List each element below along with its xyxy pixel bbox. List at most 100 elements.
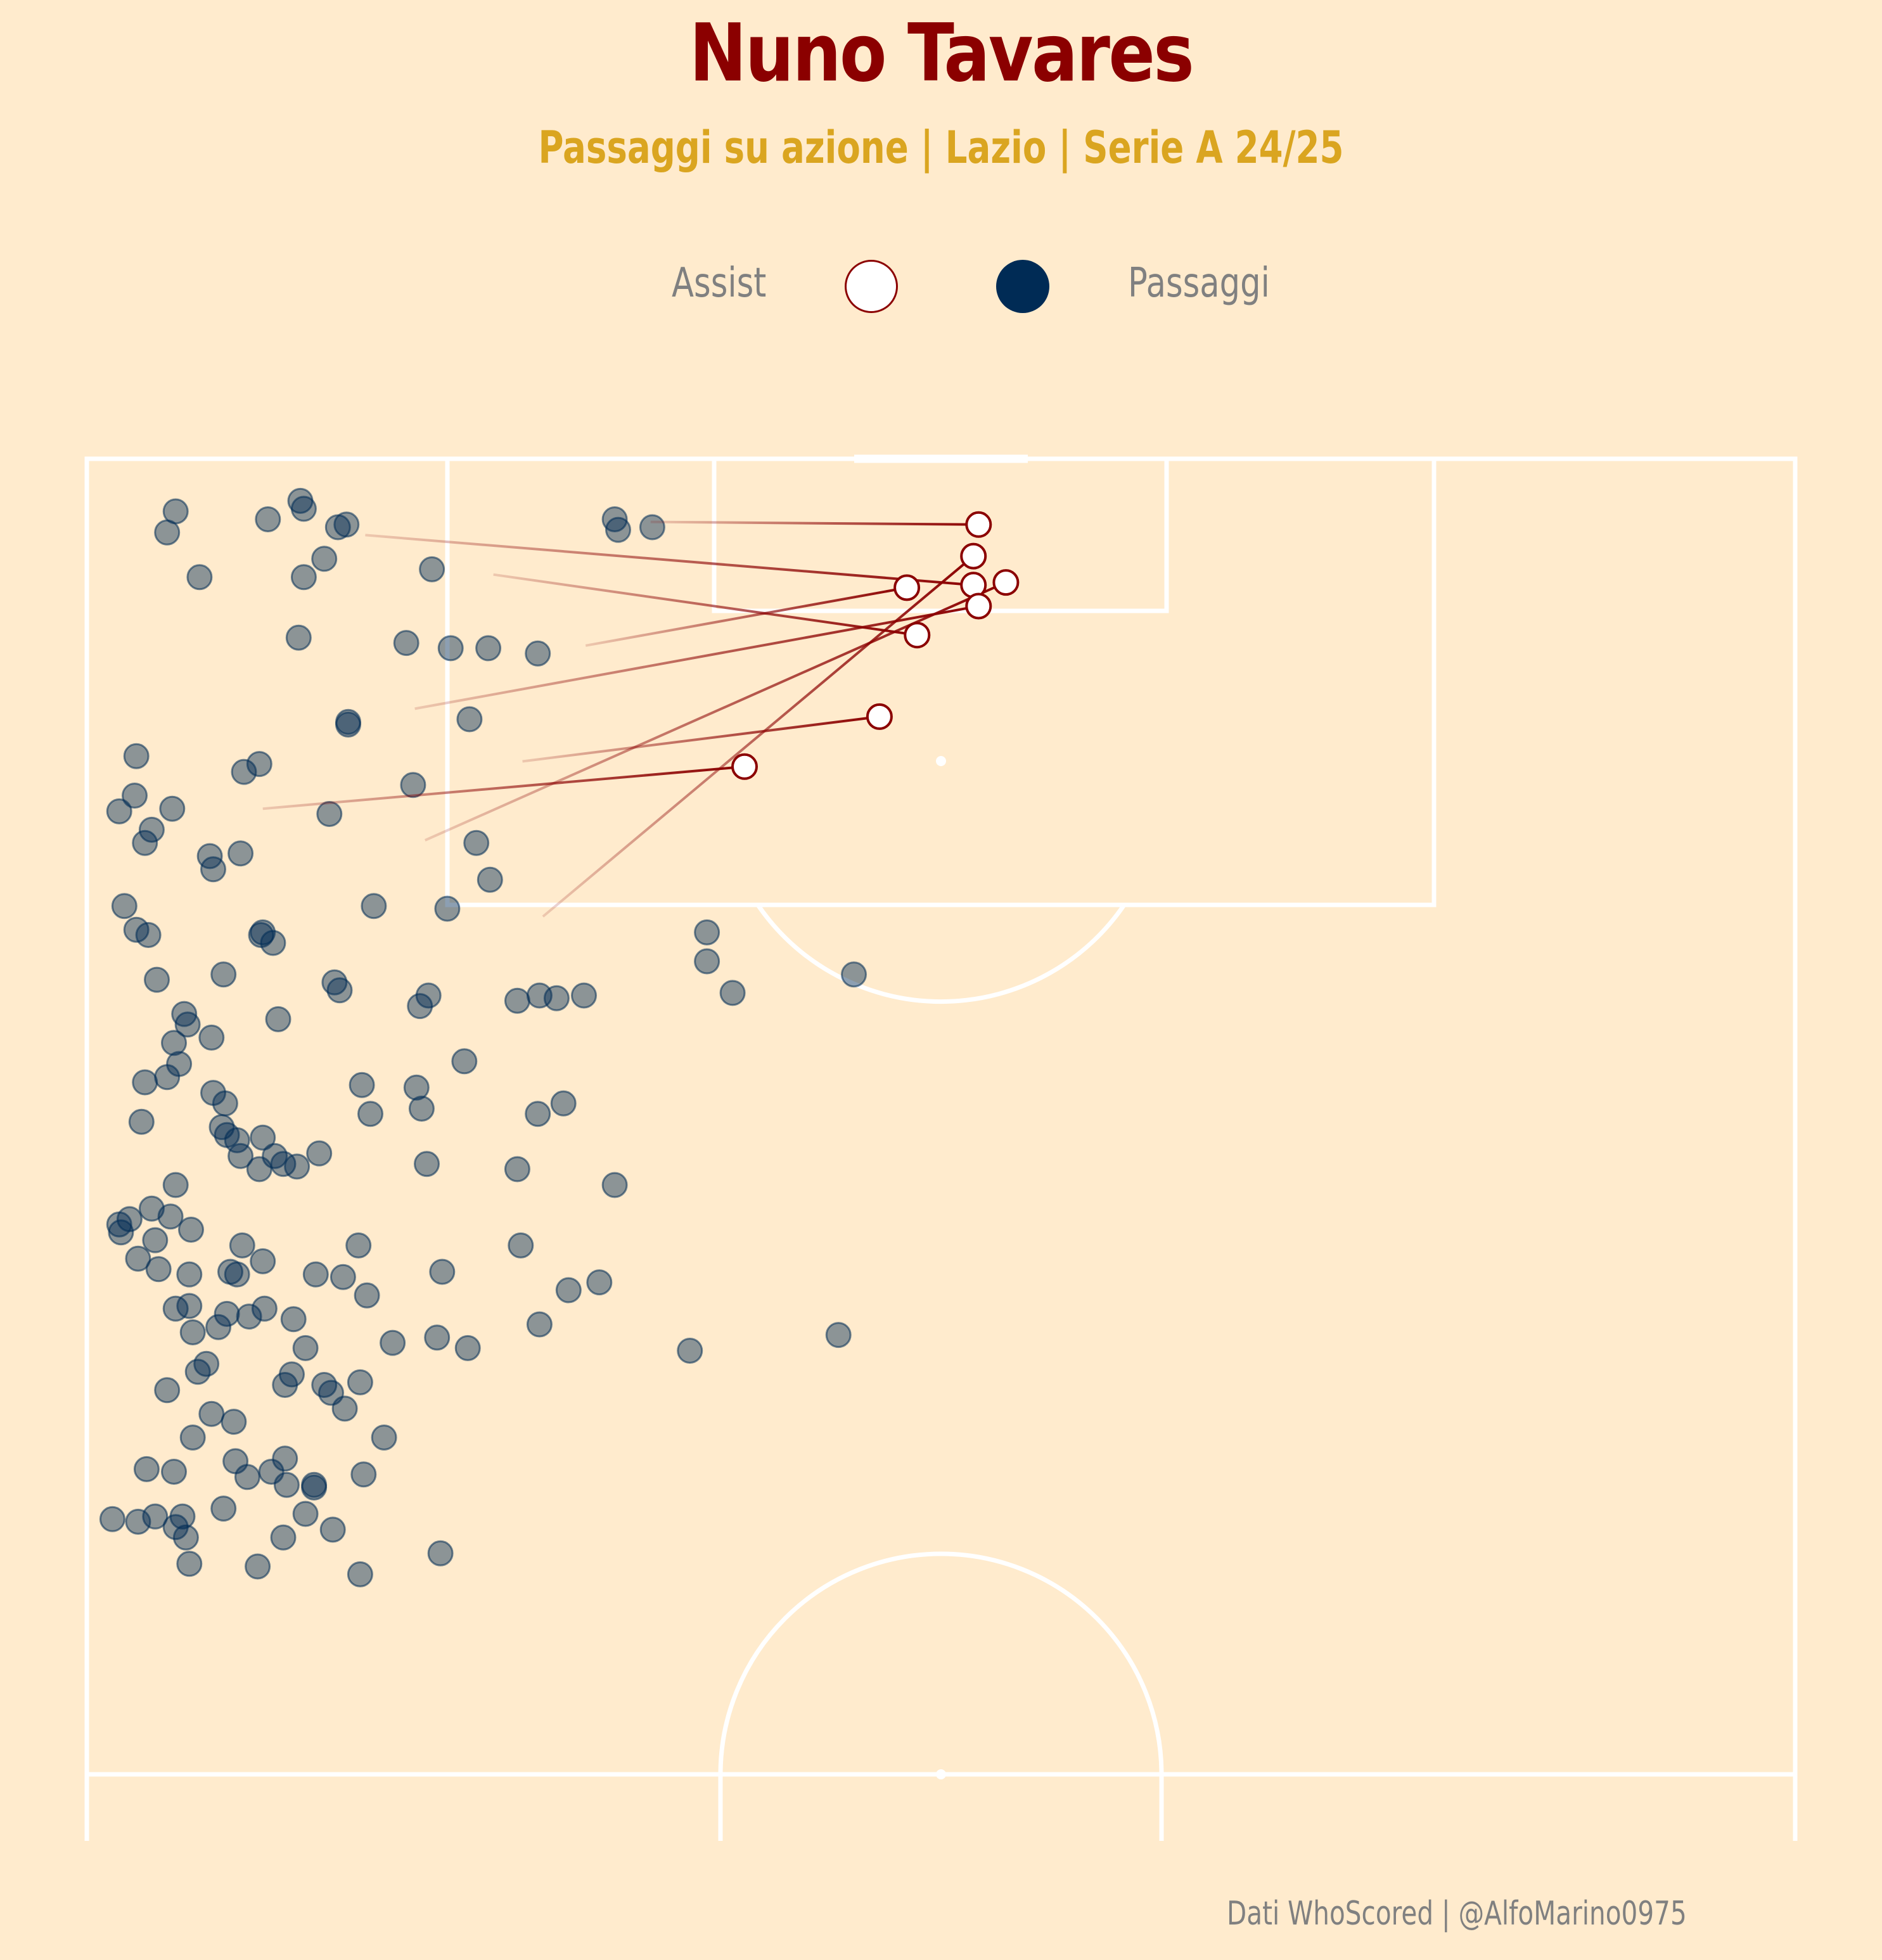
assist-point	[965, 592, 992, 620]
pass-point	[272, 1445, 298, 1472]
pass-point	[210, 961, 237, 988]
pass-point	[451, 1048, 478, 1075]
pass-point	[132, 829, 158, 856]
legend-marker-assist	[845, 260, 898, 313]
legend-marker-passaggi	[996, 260, 1049, 313]
pass-point	[403, 1074, 430, 1101]
pass-point	[586, 1269, 613, 1296]
pass-point	[250, 1124, 276, 1151]
pass-point	[273, 1471, 300, 1498]
pass-point	[144, 966, 170, 993]
pass-point	[245, 1553, 271, 1580]
pass-point	[125, 1245, 151, 1272]
pass-point	[184, 1359, 211, 1385]
pass-point	[350, 1461, 377, 1488]
assist-point	[960, 542, 987, 570]
pass-point	[161, 1459, 187, 1485]
pass-point	[525, 640, 551, 667]
pass-point	[345, 1232, 372, 1259]
pass-point	[330, 1264, 356, 1290]
assist-line	[493, 573, 918, 637]
pass-point	[154, 1064, 181, 1091]
assist-point	[866, 703, 893, 730]
pass-point	[125, 1508, 151, 1535]
pitch-lines	[84, 454, 1798, 1841]
pass-point	[326, 977, 353, 1004]
pass-point	[246, 751, 272, 778]
pass-point	[122, 783, 148, 809]
six-yard-box	[712, 456, 1169, 613]
pass-point	[424, 1324, 451, 1351]
pass-point	[285, 624, 312, 651]
pass-point	[280, 1306, 307, 1333]
pass-point	[179, 1319, 206, 1345]
assist-points	[731, 511, 1020, 780]
assist-point	[893, 574, 921, 601]
pass-point	[198, 1024, 225, 1051]
pass-point	[106, 1211, 132, 1238]
pass-point	[198, 1400, 225, 1427]
assist-line	[414, 605, 979, 710]
pass-point	[123, 743, 150, 769]
pass-point	[694, 948, 720, 975]
pass-point	[434, 895, 461, 922]
pass-point	[508, 1232, 534, 1259]
pass-point	[246, 1156, 272, 1182]
assist-line	[365, 534, 974, 587]
pass-point	[111, 893, 138, 919]
pass-point	[380, 1329, 406, 1356]
pass-point	[284, 1153, 310, 1180]
pass-point	[229, 1232, 255, 1259]
pass-point	[176, 1551, 203, 1577]
pass-point	[311, 546, 338, 572]
assist-point	[992, 569, 1020, 596]
pass-point	[178, 1217, 204, 1243]
pass-point	[477, 866, 503, 893]
pass-point	[302, 1261, 329, 1288]
penalty-spot	[936, 756, 946, 766]
pass-point	[292, 1335, 319, 1361]
pass-point	[427, 1540, 454, 1566]
pass-point	[347, 1561, 373, 1587]
pass-point	[504, 987, 530, 1014]
pass-point	[214, 1300, 240, 1327]
pass-point	[841, 961, 867, 988]
pass-points	[99, 487, 867, 1587]
pass-point	[526, 1311, 553, 1338]
centre-circle	[718, 1551, 1164, 1841]
pass-point	[504, 1156, 530, 1182]
pass-point	[205, 1314, 232, 1340]
pass-point	[162, 1172, 189, 1198]
pass-point	[311, 1372, 338, 1398]
assist-line	[522, 715, 880, 763]
pass-point	[677, 1338, 703, 1364]
assist-lines	[262, 520, 1007, 918]
pass-point	[400, 772, 426, 798]
pass-point	[227, 1143, 254, 1169]
pass-point	[331, 1395, 358, 1422]
pass-point	[290, 564, 317, 591]
pass-point	[159, 795, 186, 822]
pass-point	[555, 1277, 582, 1303]
pass-point	[550, 1090, 577, 1117]
centre-spot	[936, 1769, 946, 1779]
pass-point	[162, 1514, 189, 1540]
pass-point	[719, 980, 746, 1006]
pass-point	[172, 1524, 199, 1551]
pass-point	[99, 1506, 125, 1532]
assist-line	[262, 765, 745, 810]
pass-point	[250, 1248, 276, 1274]
pass-point	[347, 1369, 373, 1395]
pass-point	[162, 1295, 189, 1322]
pass-point	[361, 893, 387, 919]
pass-point	[825, 1322, 852, 1348]
pitch-outline	[84, 456, 1798, 1841]
pass-point	[601, 1172, 628, 1198]
pass-point	[437, 635, 464, 662]
pass-point	[108, 1219, 134, 1246]
assist-point	[904, 622, 931, 649]
pass-point	[456, 706, 483, 733]
pass-point	[250, 919, 276, 945]
pass-point	[142, 1503, 169, 1530]
